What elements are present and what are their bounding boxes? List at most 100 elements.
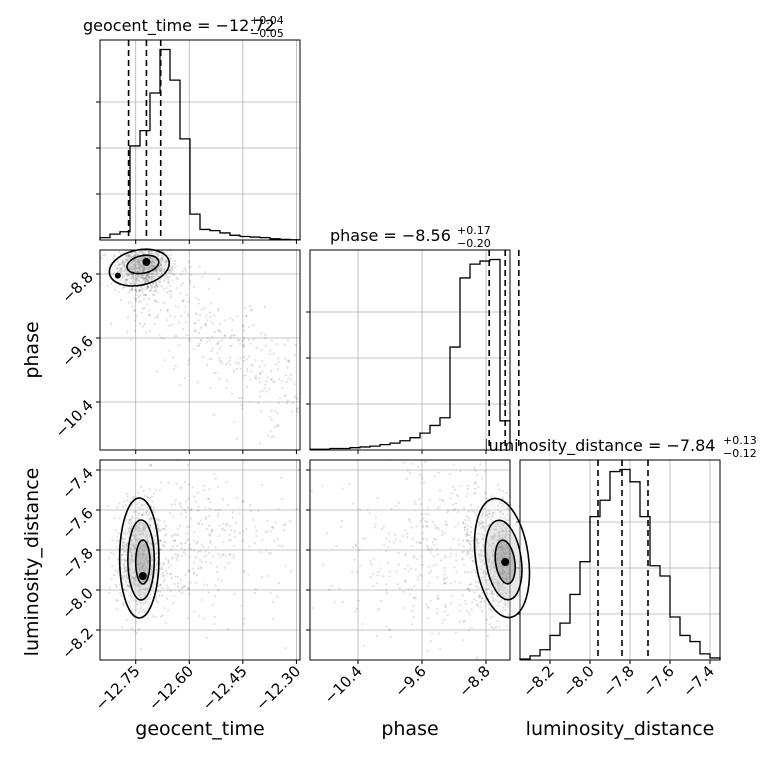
scatter-point	[146, 269, 149, 272]
scatter-point	[127, 529, 131, 532]
scatter-point	[164, 569, 167, 573]
scatter-point	[129, 562, 132, 565]
scatter-point	[142, 269, 145, 272]
scatter-point	[129, 282, 132, 286]
scatter-point	[197, 505, 200, 508]
ytick-label-luminosity-distance: −7.6	[58, 504, 96, 542]
scatter-point	[147, 276, 150, 279]
scatter-point	[135, 260, 139, 263]
scatter-point	[213, 472, 216, 475]
scatter-point	[151, 273, 154, 276]
scatter-point	[138, 523, 141, 526]
scatter-point	[138, 569, 141, 572]
scatter-point	[136, 585, 139, 588]
scatter-point	[142, 543, 145, 547]
scatter-point	[434, 527, 437, 530]
scatter-point	[388, 628, 391, 631]
scatter-point	[446, 511, 449, 514]
scatter-point	[529, 553, 531, 555]
scatter-point	[144, 601, 147, 605]
scatter-point	[335, 544, 338, 548]
scatter-point	[144, 267, 147, 271]
scatter-point	[140, 602, 143, 605]
scatter-point	[142, 268, 146, 271]
scatter-point	[316, 394, 318, 396]
scatter-point	[492, 615, 495, 618]
scatter-point	[260, 348, 263, 351]
scatter-point	[249, 309, 252, 312]
scatter-point	[473, 591, 476, 594]
title-phase-main: phase = −8.56	[330, 226, 451, 245]
scatter-point	[167, 254, 170, 257]
scatter-point	[139, 275, 142, 278]
scatter-point	[443, 532, 446, 535]
scatter-point	[108, 591, 111, 594]
scatter-point	[152, 270, 155, 273]
scatter-point	[499, 524, 502, 527]
scatter-point	[480, 515, 484, 518]
scatter-point	[128, 563, 131, 567]
scatter-point	[419, 541, 422, 544]
scatter-point	[126, 584, 129, 587]
scatter-point	[294, 354, 297, 357]
scatter-point	[193, 322, 197, 325]
scatter-point	[424, 460, 427, 464]
scatter-point	[134, 538, 137, 541]
scatter-point	[444, 581, 447, 584]
scatter-point	[138, 290, 141, 293]
scatter-point	[153, 264, 156, 267]
scatter-point	[135, 297, 138, 300]
scatter-point	[153, 269, 157, 272]
scatter-point	[176, 278, 179, 281]
scatter-point	[473, 466, 476, 469]
scatter-point	[135, 280, 139, 284]
scatter-point	[417, 498, 421, 501]
scatter-point	[404, 553, 407, 557]
scatter-point	[459, 603, 462, 606]
scatter-point	[466, 539, 469, 542]
scatter-point	[131, 265, 134, 268]
scatter-point	[180, 284, 183, 287]
scatter-point	[114, 569, 117, 572]
scatter-point	[150, 286, 154, 289]
scatter-point	[426, 520, 429, 523]
scatter-point	[173, 539, 177, 543]
scatter-point	[162, 257, 165, 260]
scatter-point	[155, 268, 158, 272]
scatter-point	[483, 507, 486, 510]
scatter-point	[118, 268, 121, 271]
scatter-point	[150, 260, 153, 263]
scatter-point	[248, 503, 252, 507]
scatter-point	[465, 515, 468, 518]
scatter-point	[194, 581, 197, 584]
scatter-point	[156, 563, 159, 566]
scatter-point	[408, 471, 412, 475]
scatter-point	[149, 265, 152, 268]
scatter-point	[183, 509, 186, 512]
scatter-point	[288, 520, 291, 523]
scatter-point	[146, 533, 149, 537]
scatter-point	[486, 560, 489, 563]
scatter-point	[187, 588, 190, 591]
scatter-point	[167, 560, 170, 563]
scatter-point	[154, 258, 157, 261]
scatter-point	[158, 268, 161, 271]
scatter-point	[130, 276, 133, 279]
scatter-point	[129, 546, 132, 550]
scatter-point	[113, 254, 116, 257]
scatter-point	[506, 624, 509, 628]
scatter-point	[132, 581, 136, 584]
scatter-point	[413, 501, 416, 504]
scatter-point	[135, 599, 138, 602]
scatter-point	[148, 255, 151, 259]
scatter-point	[465, 587, 469, 590]
scatter-point	[162, 337, 165, 340]
scatter-point	[133, 265, 137, 268]
scatter-point	[174, 364, 177, 367]
scatter-point	[165, 572, 168, 575]
scatter-point	[161, 527, 164, 531]
scatter-point	[129, 559, 132, 562]
scatter-point	[500, 555, 503, 558]
scatter-point	[133, 546, 136, 549]
scatter-point	[184, 553, 187, 556]
